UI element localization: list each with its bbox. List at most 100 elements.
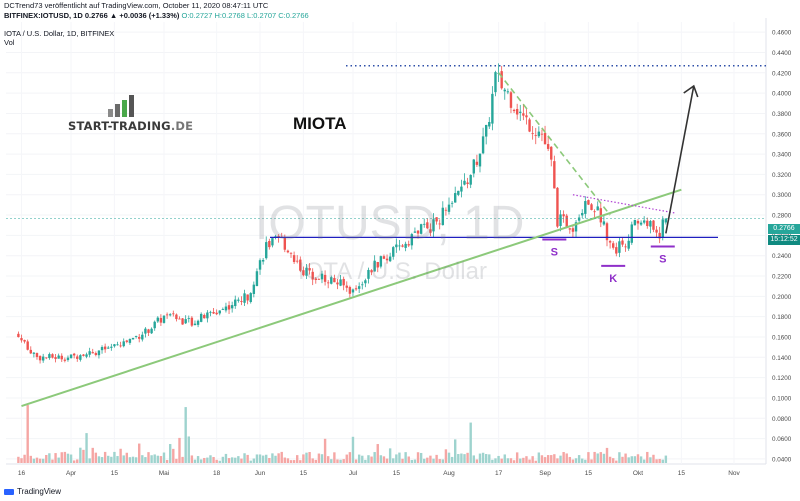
- annotation-title: MIOTA: [293, 114, 347, 133]
- candle-body: [187, 318, 190, 319]
- volume-bar: [119, 448, 122, 463]
- candle-body: [122, 341, 125, 347]
- candle-body: [481, 136, 485, 154]
- candle-body: [91, 352, 94, 354]
- candle-body: [581, 212, 584, 216]
- volume-bar: [190, 455, 194, 463]
- candle-body: [240, 301, 243, 303]
- volume-bar: [550, 455, 553, 463]
- volume-bar: [144, 457, 147, 463]
- candle-body: [258, 260, 262, 270]
- candle-body: [138, 336, 141, 339]
- volume-bar: [454, 439, 457, 463]
- volume-bar: [131, 456, 135, 463]
- candle-body: [345, 285, 348, 288]
- volume-bar: [444, 449, 448, 463]
- volume-bar: [330, 459, 333, 463]
- volume-bar: [76, 459, 79, 463]
- candle-body: [571, 228, 575, 232]
- volume-bar: [441, 459, 445, 463]
- candle-body: [413, 231, 417, 233]
- candle-body: [224, 306, 228, 311]
- candle-body: [144, 328, 147, 334]
- volume-bar: [175, 458, 178, 463]
- candle-body: [562, 214, 565, 217]
- volume-bar: [299, 460, 302, 463]
- candle-body: [534, 135, 537, 137]
- candle-body: [621, 240, 624, 245]
- candle-body: [435, 217, 438, 222]
- volume-bar: [596, 453, 599, 463]
- y-tick-label: 0.0600: [772, 436, 792, 443]
- volume-bar: [85, 433, 88, 463]
- candle-body: [20, 338, 23, 341]
- y-tick-label: 0.1000: [772, 395, 792, 402]
- volume-bar: [88, 458, 91, 463]
- candle-body: [649, 221, 652, 227]
- volume-bar: [38, 458, 42, 463]
- candle-body: [543, 132, 547, 145]
- volume-bar: [326, 456, 330, 463]
- volume-bar: [618, 452, 621, 463]
- volume-bar: [147, 452, 150, 463]
- candle-body: [664, 218, 668, 223]
- candle-body: [661, 219, 664, 238]
- candle-body: [85, 354, 88, 357]
- volume-bar: [633, 456, 637, 463]
- tradingview-footer[interactable]: TradingView: [4, 487, 61, 496]
- volume-bar: [224, 453, 228, 463]
- candle-body: [41, 356, 45, 361]
- candle-body: [565, 215, 568, 228]
- candle-body: [134, 336, 138, 337]
- candle-body: [72, 353, 76, 356]
- volume-bar: [274, 455, 277, 463]
- y-tick-label: 0.0800: [772, 416, 792, 423]
- candle-body: [475, 161, 479, 165]
- x-tick-label: Okt: [633, 470, 643, 477]
- candle-body: [388, 256, 392, 262]
- volume-bar: [165, 459, 169, 463]
- candle-body: [289, 252, 293, 254]
- volume-bar: [500, 458, 503, 463]
- candle-body: [370, 270, 373, 273]
- candle-body: [367, 269, 370, 279]
- candle-body: [460, 186, 463, 192]
- candle-body: [608, 241, 612, 243]
- volume-bar: [388, 448, 392, 463]
- x-tick-label: Aug: [443, 470, 455, 477]
- volume-bar: [100, 457, 104, 463]
- candle-body: [655, 229, 658, 233]
- volume-bar: [435, 454, 438, 463]
- candle-body: [175, 314, 178, 320]
- volume-bar: [491, 459, 494, 463]
- candle-body: [351, 289, 355, 293]
- candle-body: [630, 224, 633, 243]
- volume-bar: [519, 458, 522, 463]
- candle-body: [395, 244, 398, 248]
- candle-body: [546, 144, 550, 149]
- volume-bar: [159, 456, 163, 463]
- volume-bar: [141, 455, 144, 463]
- candle-body: [314, 278, 317, 280]
- y-tick-label: 0.3000: [772, 192, 792, 199]
- candle-body: [79, 355, 82, 360]
- candle-body: [376, 262, 379, 268]
- candle-body: [274, 236, 277, 238]
- volume-bar: [237, 456, 240, 463]
- candle-body: [323, 274, 327, 282]
- volume-bar: [574, 458, 578, 463]
- volume-bar: [571, 459, 575, 463]
- volume-bar: [481, 452, 485, 463]
- x-tick-label: Sep: [539, 470, 551, 477]
- volume-bar: [655, 459, 658, 463]
- candle-body: [215, 312, 218, 315]
- volume-bar: [162, 452, 166, 463]
- candle-body: [553, 161, 556, 189]
- y-tick-label: 0.1600: [772, 334, 792, 341]
- candle-body: [646, 220, 649, 227]
- candle-body: [584, 201, 587, 214]
- candle-body: [348, 287, 352, 294]
- volume-bar: [302, 454, 305, 463]
- volume-bar: [82, 449, 85, 463]
